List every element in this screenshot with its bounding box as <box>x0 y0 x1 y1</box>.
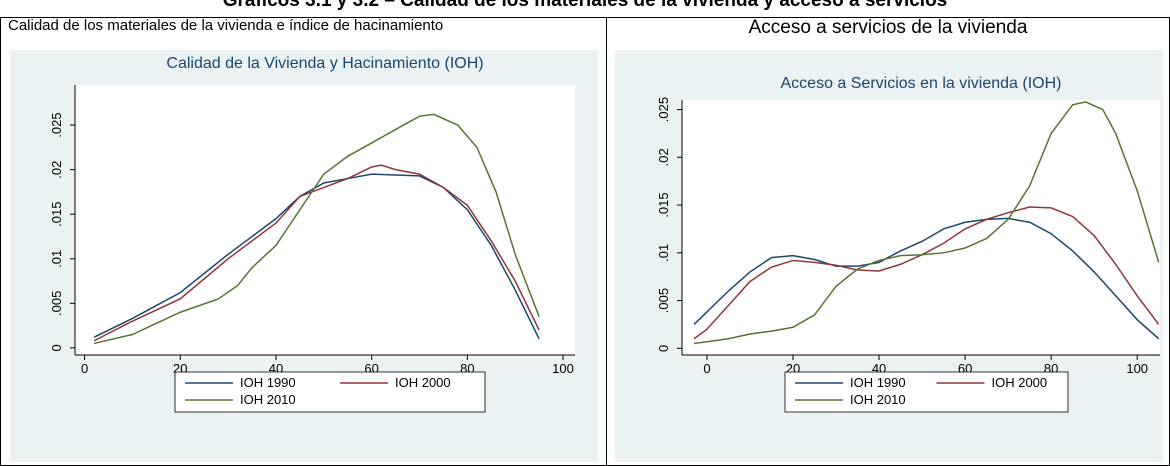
y-tick-label: .02 <box>49 161 64 179</box>
series-line <box>93 113 540 345</box>
y-tick-label: .01 <box>656 244 671 262</box>
panel-title: Acceso a servicios de la vivienda <box>749 17 1028 38</box>
chart-title: Calidad de la Vivienda y Hacinamiento (I… <box>166 55 483 72</box>
x-tick-label: 0 <box>81 361 88 376</box>
y-tick-label: .01 <box>49 250 64 268</box>
y-tick-label: .015 <box>656 192 671 217</box>
y-tick-label: .02 <box>656 148 671 166</box>
page-title: Gráficos 3.1 y 3.2 – Calidad de los mate… <box>223 0 948 11</box>
y-tick-label: .005 <box>656 288 671 313</box>
series-line <box>93 173 540 340</box>
legend-label: IOH 2010 <box>850 392 906 407</box>
plot-region <box>75 85 575 355</box>
legend-label: IOH 1990 <box>240 375 296 390</box>
y-tick-label: 0 <box>49 344 64 351</box>
y-tick-label: .015 <box>49 202 64 227</box>
x-tick-label: 100 <box>1126 361 1148 376</box>
y-tick-label: 0 <box>656 345 671 352</box>
legend-label: IOH 1990 <box>850 375 906 390</box>
series-line <box>93 164 540 342</box>
legend-box <box>784 371 1069 413</box>
legend-box <box>174 371 486 413</box>
y-tick-label: .025 <box>656 97 671 122</box>
x-tick-label: 0 <box>703 361 710 376</box>
panel-title: Calidad de los materiales de la vivienda… <box>8 17 443 34</box>
y-tick-label: .025 <box>49 112 64 137</box>
legend-label: IOH 2010 <box>240 392 296 407</box>
plot-region <box>682 100 1160 355</box>
chart-title: Acceso a Servicios en la vivienda (IOH) <box>781 75 1062 92</box>
x-tick-label: 100 <box>552 361 574 376</box>
legend-label: IOH 2000 <box>395 375 451 390</box>
legend-label: IOH 2000 <box>992 375 1048 390</box>
series-line <box>693 101 1160 345</box>
series-line <box>693 217 1160 340</box>
y-tick-label: .005 <box>49 291 64 316</box>
